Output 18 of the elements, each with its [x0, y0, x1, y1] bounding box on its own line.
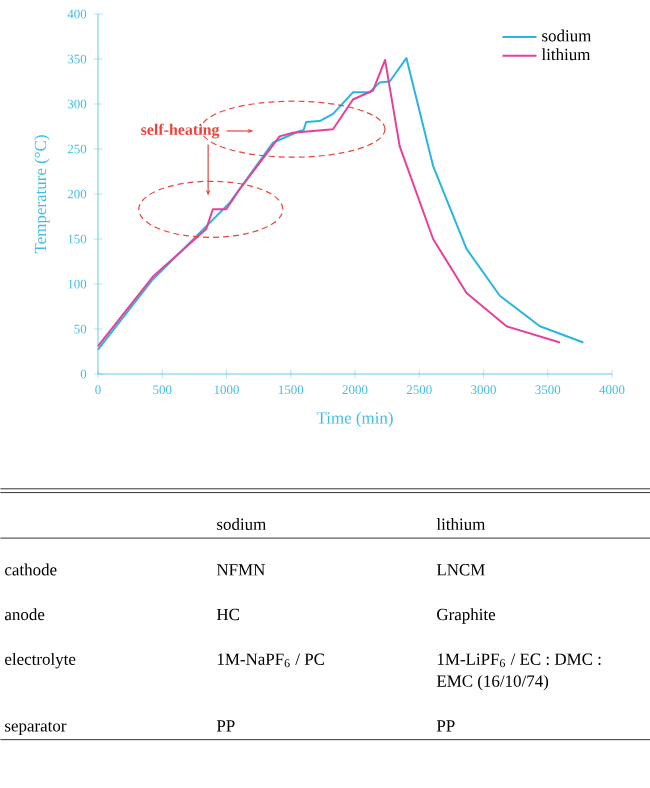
text: sodium: [217, 518, 267, 530]
text: PP: [436, 720, 455, 732]
category-label: cathode: [5, 563, 57, 576]
legend-label: lithium: [541, 48, 591, 61]
y-axis-title: Temperature (°C): [34, 135, 50, 254]
text: HC: [216, 608, 239, 621]
category-label: separator: [5, 721, 67, 735]
text: LNCM: [436, 564, 485, 576]
text: 1M-LiPF$_{6}$ / EC : DMC : EMC (16/10/74): [436, 653, 601, 691]
x-axis-title: Time (min): [316, 411, 393, 428]
category-label: electrolyte: [5, 653, 76, 669]
text: Graphite: [437, 608, 496, 624]
category-label: anode: [4, 608, 45, 621]
text: lithium: [436, 518, 486, 530]
text: PP: [216, 720, 235, 732]
legend-label: sodium: [542, 29, 592, 42]
text: NFMN: [216, 564, 265, 576]
text: 1M-NaPF$_{6}$ / PC: [217, 653, 325, 668]
